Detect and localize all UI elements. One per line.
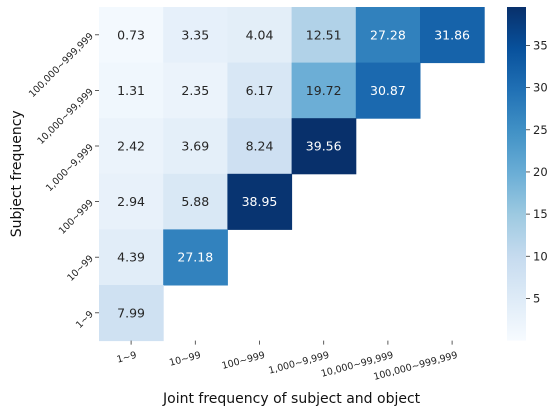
colorbar-tick-label: 30 (533, 81, 547, 95)
cell-value-label: 39.56 (306, 139, 342, 154)
heatmap-cell (355, 7, 421, 64)
heatmap-cell (99, 173, 164, 230)
heatmap-cell (227, 173, 293, 230)
cell-value-label: 27.28 (370, 27, 406, 42)
cell-value-label: 4.39 (117, 250, 145, 265)
y-tick-label: 1,000~9,999 (44, 142, 96, 194)
x-axis-ticks: 1~9 10~99 100~999 1,000~9,99910,000~99,9991… (116, 340, 459, 383)
colorbar (507, 7, 526, 341)
colorbar-ticks: 5 10 15 20 25 30 35 (526, 38, 547, 305)
y-tick-label: 10~99 (65, 253, 96, 284)
cell-value-label: 3.35 (181, 27, 209, 42)
cell-value-label: 31.86 (434, 27, 470, 42)
cell-value-label: 8.24 (246, 139, 274, 154)
y-axis-ticks: 100,000~999,99910,000~99,9991,000~9,9991… (27, 31, 99, 331)
heatmap-cell (99, 118, 164, 175)
colorbar-tick-label: 20 (533, 165, 547, 179)
cell-value-label: 0.73 (117, 27, 145, 42)
x-tick-label: 100~999 (221, 350, 267, 372)
cell-value-label: 3.69 (181, 139, 209, 154)
cell-value-label: 2.35 (181, 83, 209, 98)
heatmap-cell (291, 62, 357, 119)
x-tick-label: 10~99 (168, 350, 202, 369)
y-tick-label: 100~999 (57, 198, 96, 237)
x-tick-label: 1~9 (116, 350, 138, 366)
colorbar-tick-label: 10 (533, 249, 547, 263)
heatmap-cell (227, 118, 293, 175)
cell-value-label: 4.04 (246, 27, 274, 42)
cell-value-label: 19.72 (306, 83, 342, 98)
heatmap-cell (163, 173, 228, 230)
colorbar-tick-label: 35 (533, 38, 547, 52)
cell-value-label: 1.31 (117, 83, 145, 98)
y-tick-label: 1~9 (74, 309, 96, 331)
heatmap-cell (99, 62, 164, 119)
heatmap-value-labels: 0.73 3.35 4.04 12.51 27.28 31.86 1.31 2.35 6.17 1… (117, 27, 470, 320)
heatmap-cell (163, 62, 228, 119)
cell-value-label: 5.88 (181, 194, 209, 209)
colorbar-tick-label: 5 (533, 291, 540, 305)
cell-value-label: 30.87 (370, 83, 406, 98)
heatmap-cell (163, 7, 228, 64)
heatmap-cell (99, 7, 164, 64)
heatmap-cell (163, 229, 228, 286)
cell-value-label: 6.17 (246, 83, 274, 98)
heatmap-cell (163, 118, 228, 175)
cell-value-label: 2.42 (117, 139, 145, 154)
heatmap-cell (227, 62, 293, 119)
heatmap-cell (291, 118, 357, 175)
cell-value-label: 12.51 (306, 27, 342, 42)
x-axis-title: Joint frequency of subject and object (162, 391, 421, 407)
heatmap-cell (291, 7, 357, 64)
heatmap-cell (420, 7, 485, 64)
cell-value-label: 2.94 (117, 194, 145, 209)
heatmap-cell (227, 7, 293, 64)
colorbar-tick-label: 15 (533, 207, 547, 221)
y-axis-title: Subject frequency (9, 110, 25, 237)
y-tick-label: 10,000~99,999 (35, 87, 95, 147)
heatmap-cell (99, 229, 164, 286)
heatmap-cells (99, 7, 485, 342)
cell-value-label: 27.18 (177, 250, 213, 265)
heatmap-cell (99, 285, 164, 342)
colorbar-tick-label: 25 (533, 123, 547, 137)
heatmap-cell (355, 62, 421, 119)
cell-value-label: 7.99 (117, 305, 145, 320)
cell-value-label: 38.95 (242, 194, 278, 209)
